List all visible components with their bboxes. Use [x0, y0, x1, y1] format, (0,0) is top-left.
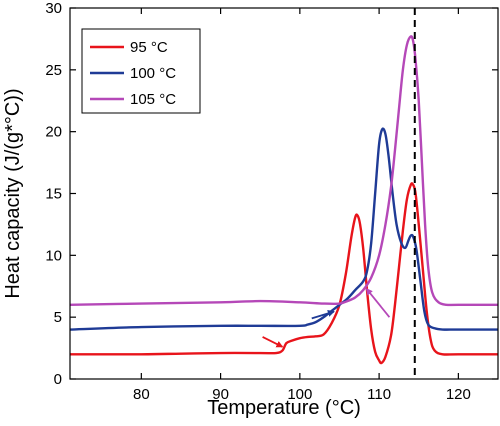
series-line-95-c: [69, 182, 498, 365]
legend-label-105-c: 105 °C: [130, 91, 176, 108]
x-tick-label: 100: [287, 386, 312, 403]
series-line-105-c: [69, 35, 498, 307]
y-tick-label: 5: [54, 309, 62, 326]
y-tick-label: 0: [54, 371, 62, 388]
y-tick-label: 15: [45, 186, 62, 203]
legend: 95 °C 100 °C 105 °C: [81, 28, 201, 114]
annotation-arrow: [311, 310, 335, 320]
annotation-layer: [262, 8, 416, 379]
legend-label-95-c: 95 °C: [130, 39, 168, 56]
series-line-100-c: [69, 127, 498, 331]
y-tick-label: 10: [45, 247, 62, 264]
x-axis-title: Temperature (°C): [207, 397, 361, 419]
x-tick-label: 90: [212, 386, 229, 403]
annotation-arrow: [365, 287, 391, 318]
y-tick-label: 30: [45, 0, 62, 17]
x-tick-label: 120: [446, 386, 471, 403]
x-tick-label: 80: [133, 386, 150, 403]
y-tick-label: 25: [45, 62, 62, 79]
axes-layer: 80 90 100 110 120 0 5 10 15 20 25 30: [45, 0, 498, 403]
y-axis-title: Heat capacity (J/(g*°C)): [2, 88, 24, 298]
y-tick-label: 20: [45, 124, 62, 141]
annotation-arrow: [262, 336, 284, 348]
legend-label-100-c: 100 °C: [130, 65, 176, 82]
x-tick-label: 110: [367, 386, 391, 403]
